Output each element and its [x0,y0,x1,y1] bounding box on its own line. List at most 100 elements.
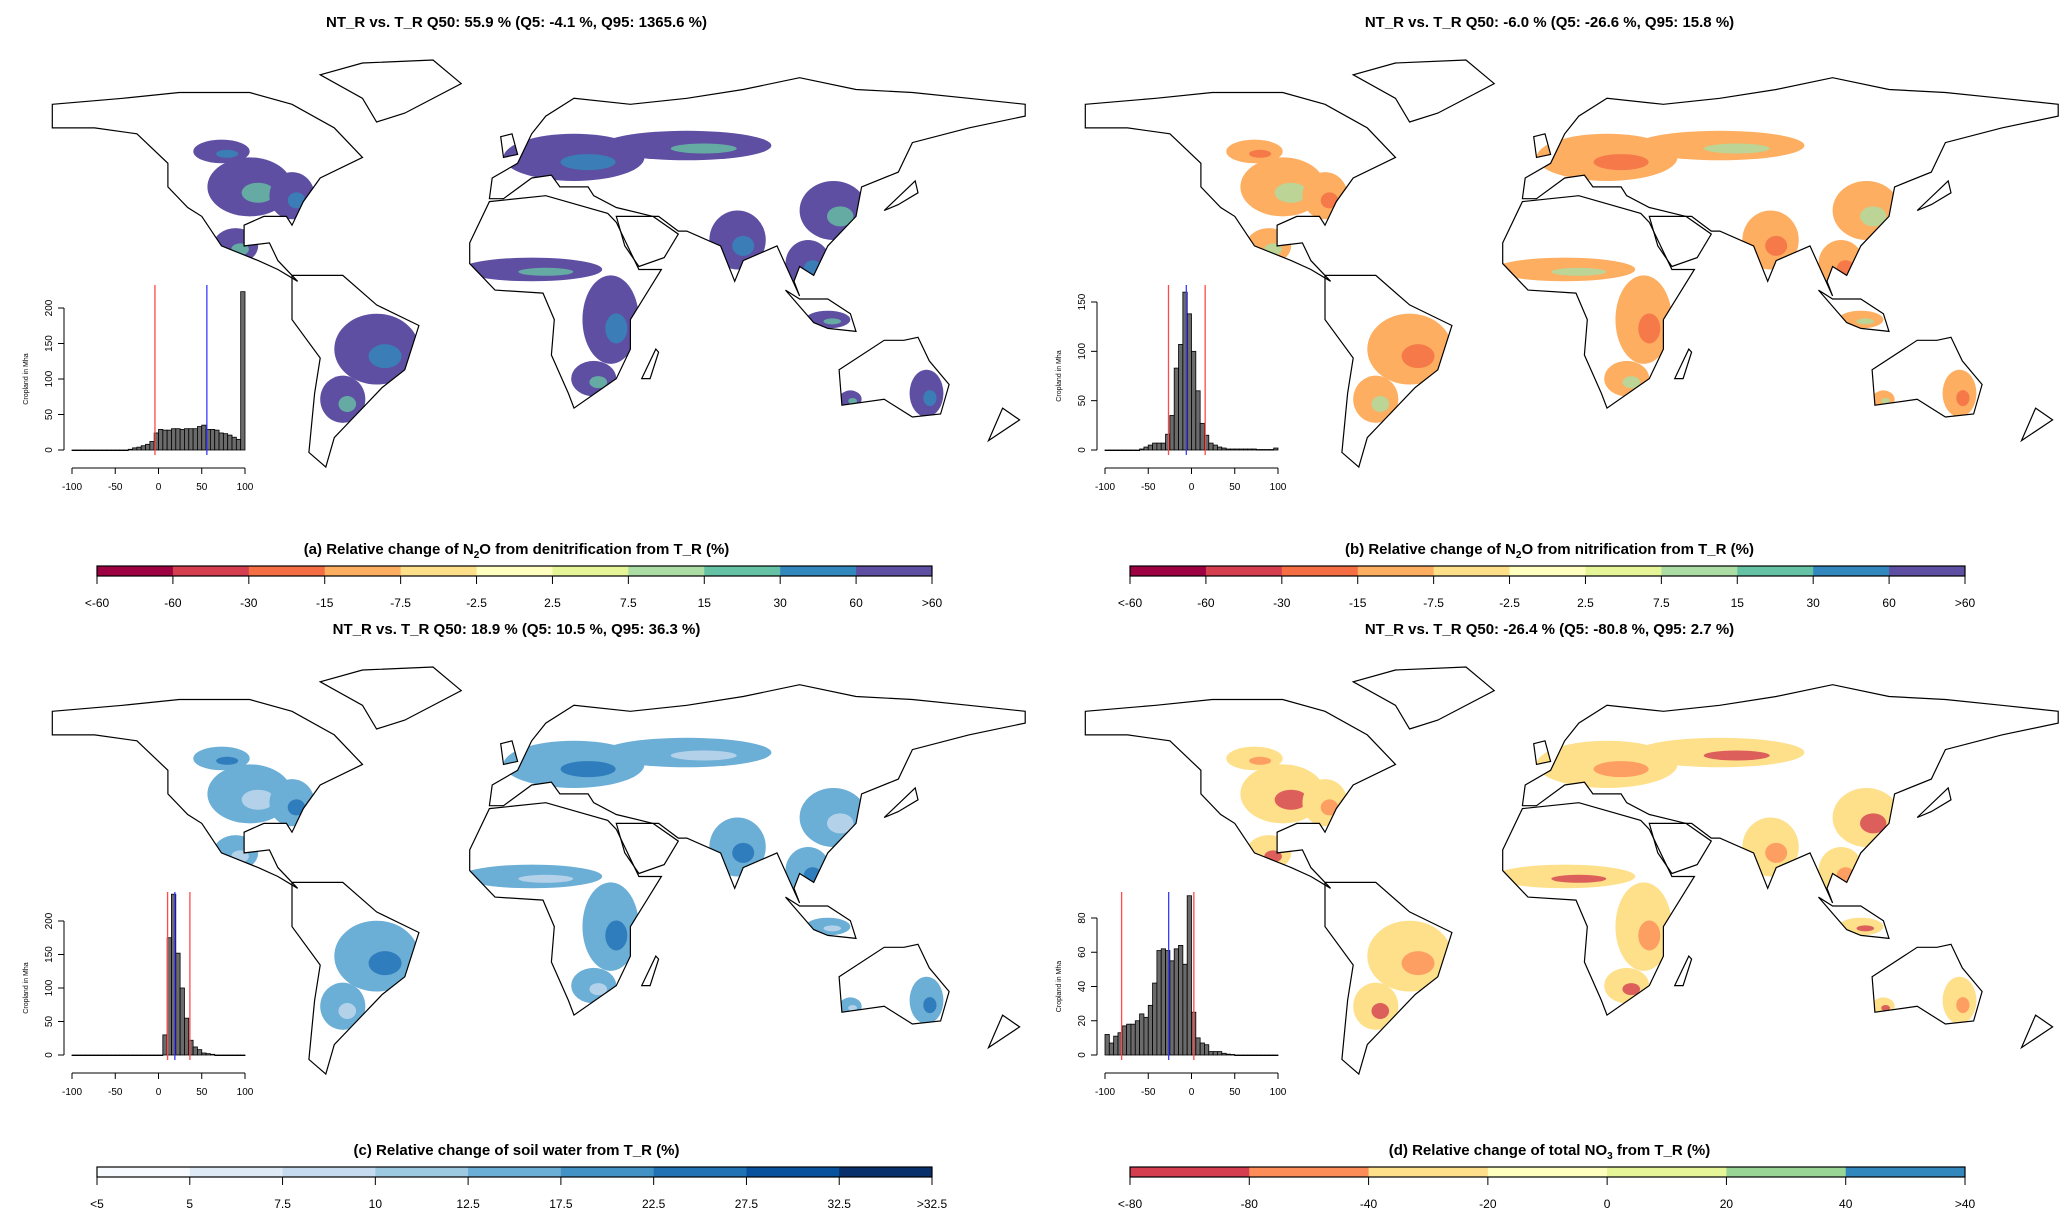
colorbar-label: 15 [1731,596,1745,607]
cropland-region [1401,344,1435,369]
x-tick-label: -100 [1095,1087,1115,1098]
histogram-bar [97,1054,103,1057]
cropland-region [823,925,842,932]
colorbar-swatch [172,566,250,576]
colorbar-label: 30 [774,596,788,607]
histogram-bar [1147,444,1153,451]
histogram-bar [1251,448,1257,451]
colorbar-swatch [628,566,705,576]
coastline-indonesia [1818,896,1890,940]
coastline-north-america [51,698,364,889]
histogram-bar [1160,948,1166,1056]
colorbar-swatch [97,566,174,576]
x-tick-label: 50 [196,1087,208,1098]
histogram-bar [84,1054,90,1057]
histogram-bar [80,449,86,452]
colorbar-swatch [1205,566,1283,576]
histogram-bar [1117,449,1123,452]
histogram-bar [1199,422,1205,451]
colorbar-title-suffix: O from denitrification from T_R (%) [479,541,730,558]
colorbar-swatch [704,566,781,576]
colorbar-swatch [468,1167,562,1177]
cropland-region [1371,395,1390,412]
histogram-bar [231,1054,237,1057]
x-tick-label: 0 [1189,1087,1195,1098]
colorbar-label: -60 [1197,596,1215,607]
cropland-region [1320,192,1339,209]
histogram-bar [171,428,177,451]
histogram-bar [1234,1054,1240,1057]
cropland-region [605,920,628,951]
colorbar-swatch [856,566,933,576]
histogram-bar [214,429,220,451]
histogram-bar [184,1017,190,1056]
colorbar-title-sub: 2 [1515,550,1522,561]
cropland-region [560,761,616,778]
histogram-bar [119,1054,125,1057]
y-tick-label: 200 [44,912,55,929]
y-tick-label: 100 [1077,343,1088,360]
panel-a: NT_R vs. T_R Q50: 55.9 % (Q5: -4.1 %, Q9… [0,0,1033,607]
colorbar-label: -20 [1479,1197,1497,1211]
cropland-region [823,318,842,325]
y-tick-label: 0 [44,447,55,453]
histogram-bar [1143,446,1149,451]
histogram-bar [1221,1052,1227,1056]
cropland-region [1836,260,1855,277]
colorbar-swatch [189,1167,284,1177]
histogram-bar [1169,415,1175,451]
histogram-bar [1178,344,1184,451]
histogram-bar [1156,442,1162,451]
histogram-bar [75,1054,82,1057]
histogram-bar [162,429,168,451]
y-tick-label: 200 [44,299,55,316]
histogram-bar [88,1054,95,1057]
histogram-bar [114,449,120,452]
histogram-bar [1134,1020,1141,1056]
histogram-bar [231,436,237,451]
cropland-region [670,750,737,761]
x-tick-label: 100 [237,1087,254,1098]
colorbar-swatch [1607,1167,1727,1177]
colorbar-swatch [1433,566,1511,576]
colorbar-label: <-80 [1118,1197,1143,1211]
panel-c: NT_R vs. T_R Q50: 18.9 % (Q5: 10.5 %, Q9… [0,607,1033,1214]
colorbar-label: -15 [316,596,334,607]
colorbar-swatch [653,1167,747,1177]
coastline-arabia [1648,822,1713,875]
histogram-bar [197,1049,203,1056]
colorbar-label: 7.5 [274,1197,291,1211]
colorbar-swatch [476,566,553,576]
panel-b: NT_R vs. T_R Q50: -6.0 % (Q5: -26.6 %, Q… [1033,0,2066,607]
histogram-bar [88,449,95,452]
histogram-bar [1204,434,1210,451]
y-tick-label: 80 [1077,912,1088,924]
coastline-south-america [1324,274,1453,469]
histogram-bar [188,428,194,451]
cropland-region [589,983,608,996]
histogram-bar [1147,1004,1153,1056]
colorbar-swatch [1661,566,1738,576]
histogram-bar [1255,449,1262,451]
x-tick-label: -100 [1095,482,1115,493]
cropland-region [1249,149,1272,158]
coastline-japan [1916,786,1952,819]
histogram-bar [1264,1054,1270,1057]
cropland-region [848,398,858,405]
cropland-region [1274,789,1308,810]
histogram-bar [1121,449,1128,452]
colorbar-title: (a) Relative change of N2O from denitrif… [0,541,1033,561]
coastline-uk [500,740,519,766]
cropland-region [1881,1005,1891,1012]
y-tick-label: 150 [44,946,55,963]
y-tick-label: 60 [1077,946,1088,958]
histogram-bar [1251,1054,1257,1057]
histogram-bar [184,428,190,451]
histogram-bar [1273,1054,1279,1057]
coastline-new-zealand [987,407,1021,443]
y-tick-label: 0 [1077,447,1088,453]
colorbar-swatch [1357,566,1435,576]
x-tick-label: 100 [237,482,254,493]
y-tick-label: 20 [1077,1015,1088,1027]
histogram-bar [166,429,172,451]
